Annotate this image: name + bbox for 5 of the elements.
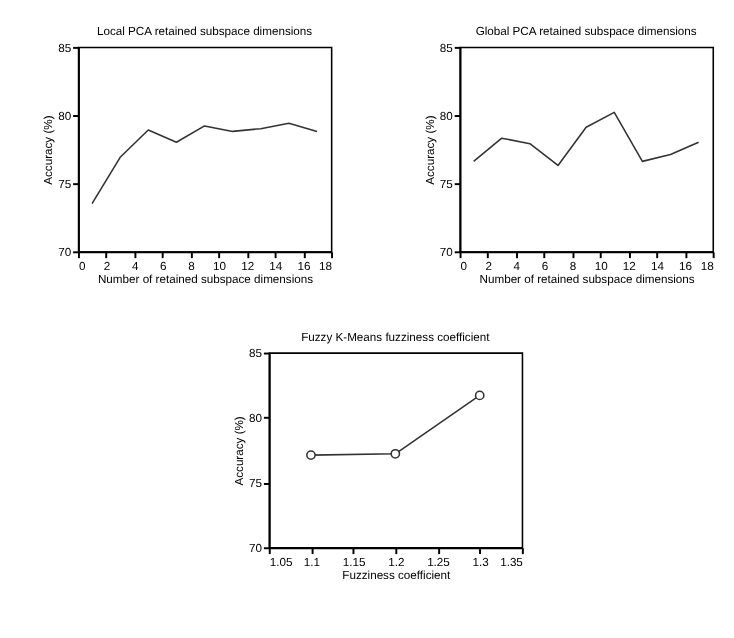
- line-series: [91, 122, 318, 205]
- point: [306, 450, 316, 461]
- point: [390, 448, 401, 459]
- point: [474, 390, 485, 401]
- line-series: [472, 111, 700, 167]
